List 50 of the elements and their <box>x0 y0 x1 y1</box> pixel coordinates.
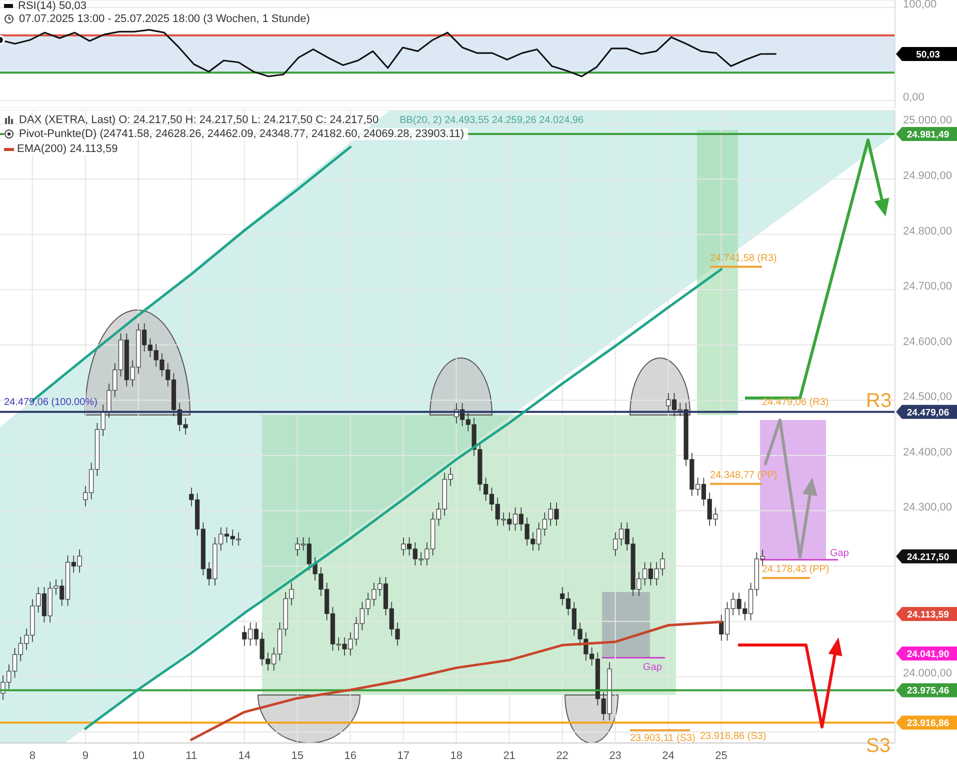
x-tick-label: 10 <box>132 750 144 761</box>
annotation: 24.178,43 (PP) <box>762 564 830 575</box>
y-tick-label: 24.000,00 <box>903 668 952 680</box>
ref-line-label: 23.916,86 <box>906 718 950 730</box>
text: Pivot-Punkte(D) (24741.58, 24628.26, 24462.09, 24348.77, 24182.60, 24069.28, 23903.11) <box>19 128 464 140</box>
y-tick-label: 24.300,00 <box>903 502 952 514</box>
x-tick-label: 18 <box>450 750 462 761</box>
chart-title: DAX (XETRA, Last) O: 24.217,50 H: 24.217,50 L: 24.217,50 C: 24.217,50 <box>19 114 379 126</box>
annotation: 23.903,11 (S3) <box>630 733 696 744</box>
text: 07.07.2025 13:00 - 25.07.2025 18:00 (3 Wochen, 1 Stunde) <box>19 13 310 25</box>
text: 24.041,90 <box>906 649 950 660</box>
x-tick-label: 14 <box>238 750 250 761</box>
ref-line-label: 23.975,46 <box>906 686 950 697</box>
annotation: BB(20, 2) 24.493,55 24.259,26 24.024,96 <box>400 114 584 126</box>
y-tick-label: 25.000,00 <box>903 114 952 127</box>
y-tick-label: 0,00 <box>903 91 924 104</box>
y-tick-label: 24.900,00 <box>903 170 952 182</box>
x-tick-label: 24 <box>662 750 674 761</box>
legend-label: EMA(200) 24.113,59 <box>17 143 118 155</box>
x-tick-label: 21 <box>503 750 516 761</box>
annotation: R3 <box>866 390 892 412</box>
annotation: 24.348,77 (PP) <box>710 470 778 481</box>
y-tick-label: 24.800,00 <box>903 225 952 238</box>
ref-line-label: 24.981,49 <box>906 130 950 141</box>
x-tick-label: 22 <box>556 750 568 761</box>
y-tick-label: 24.500,00 <box>903 391 952 404</box>
annotation: 24.479,06 (100.00%) <box>4 397 98 408</box>
chart-title: RSI(14) 50,03 <box>18 0 86 12</box>
y-tick-label: 24.700,00 <box>903 280 952 293</box>
x-tick-label: 17 <box>397 750 410 761</box>
annotation: 23.916,86 (S3) <box>700 731 766 742</box>
x-tick-label: 11 <box>186 750 198 761</box>
y-tick-label: 24.600,00 <box>903 336 952 348</box>
x-tick-label: 16 <box>344 750 356 761</box>
x-tick-label: 25 <box>715 750 728 761</box>
y-tick-label: 100,00 <box>903 0 937 10</box>
text: 24.113,59 <box>907 610 949 620</box>
x-tick-label: 15 <box>291 750 304 761</box>
annotation: Gap <box>643 662 662 673</box>
annotation: 24.741,58 (R3) <box>710 253 777 264</box>
text: 24.217,50 <box>906 552 950 563</box>
annotation: 24.479,06 (R3) <box>762 397 829 408</box>
annotation: Gap <box>830 548 850 559</box>
annotation: S3 <box>866 735 890 757</box>
x-tick-label: 9 <box>82 750 88 761</box>
text: 50,03 <box>916 50 940 60</box>
ref-line-label: 24.479,06 <box>906 407 950 418</box>
y-tick-label: 24.400,00 <box>903 446 952 458</box>
x-tick-label: 23 <box>609 750 622 761</box>
x-tick-label: 8 <box>29 750 36 761</box>
